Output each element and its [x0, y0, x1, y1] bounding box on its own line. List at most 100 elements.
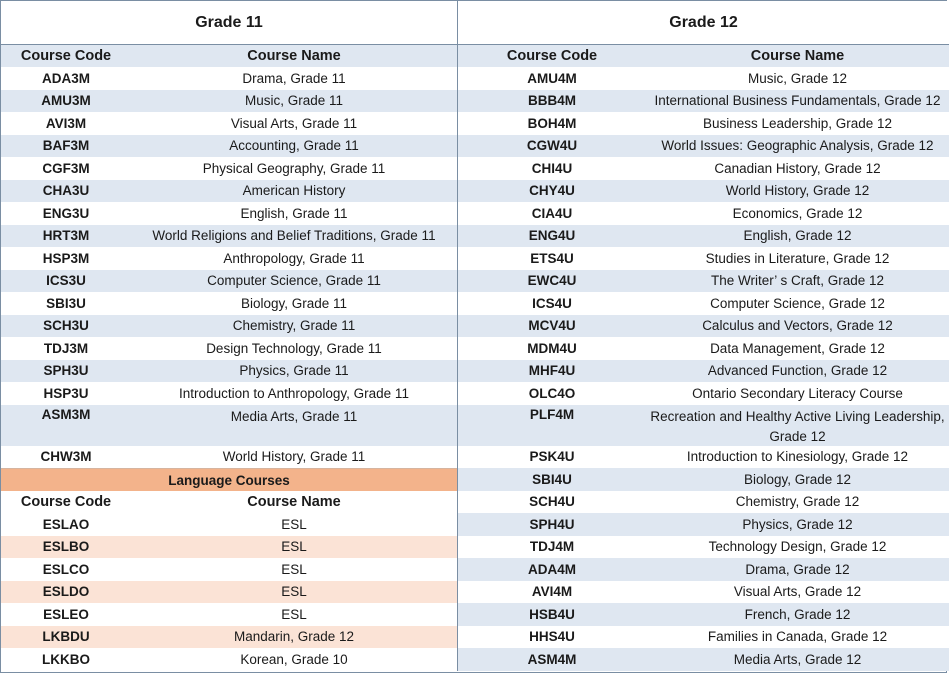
course-name: Biology, Grade 11: [240, 295, 348, 311]
course-code: SPH4U: [529, 516, 575, 532]
course-code: CGF3M: [42, 160, 90, 176]
course-name: Business Leadership, Grade 12: [702, 115, 893, 131]
course-code: OLC4O: [528, 385, 576, 401]
course-name: Music, Grade 12: [747, 70, 848, 86]
table-row: EWC4U The Writer’ s Craft, Grade 12: [458, 269, 949, 292]
course-name: World Issues: Geographic Analysis, Grade…: [661, 138, 934, 154]
course-code: ESLEO: [43, 606, 89, 622]
course-code: PLF4M: [529, 406, 575, 422]
course-code: HSP3M: [42, 250, 90, 266]
course-code: ICS3U: [46, 273, 86, 289]
course-code: ICS4U: [532, 295, 572, 311]
course-name: English, Grade 11: [240, 205, 348, 221]
table-row: CHI4U Canadian History, Grade 12: [458, 157, 949, 180]
course-name: Visual Arts, Grade 11: [230, 115, 358, 131]
language-rows: ESLAO ESL ESLBO ESL ESLCO ESL ESLDO ESL ESLEO ESL…: [1, 513, 457, 671]
table-row: ESLEO ESL: [1, 603, 457, 626]
course-code: SBI4U: [532, 471, 572, 487]
table-row: ASM4M Media Arts, Grade 12: [458, 648, 949, 671]
table-row: ADA4M Drama, Grade 12: [458, 558, 949, 581]
grade12-rows: AMU4M Music, Grade 12 BBB4M International B…: [458, 67, 949, 671]
table-row: MHF4U Advanced Function, Grade 12: [458, 359, 949, 382]
course-name: Physics, Grade 12: [742, 516, 853, 532]
table-row: ICS4U Computer Science, Grade 12: [458, 292, 949, 315]
course-code: LKKBO: [42, 651, 90, 667]
course-code: MHF4U: [528, 363, 576, 379]
course-name: Media Arts, Grade 11: [230, 408, 358, 424]
language-courses-title: Language Courses: [1, 468, 457, 491]
course-code: SBI3U: [46, 295, 86, 311]
grade12-header-row: Course Code Course Name: [458, 45, 949, 67]
table-row: SCH3U Chemistry, Grade 11: [1, 314, 457, 337]
course-name: Drama, Grade 11: [242, 70, 346, 86]
table-row: CGW4U World Issues: Geographic Analysis, …: [458, 134, 949, 157]
table-row: PSK4U Introduction to Kinesiology, Grade …: [458, 445, 949, 468]
table-row: OLC4O Ontario Secondary Literacy Course: [458, 382, 949, 405]
course-code: ESLBO: [42, 539, 90, 555]
course-code: HSB4U: [529, 606, 575, 622]
course-name-header: Course Name: [247, 494, 341, 510]
course-name: Design Technology, Grade 11: [206, 340, 382, 356]
course-code: AVI3M: [45, 115, 87, 131]
table-row: CHA3U American History: [1, 179, 457, 202]
course-name: World History, Grade 12: [725, 183, 870, 199]
course-name: American History: [242, 183, 346, 199]
table-row: ESLBO ESL: [1, 535, 457, 558]
course-code: CHW3M: [40, 449, 92, 465]
course-code: SCH3U: [43, 318, 89, 334]
table-row: CIA4U Economics, Grade 12: [458, 202, 949, 225]
table-row: ENG4U English, Grade 12: [458, 224, 949, 247]
course-code-header: Course Code: [20, 494, 112, 510]
course-code: BOH4M: [527, 115, 577, 131]
course-code: AVI4M: [531, 584, 573, 600]
course-code: LKBDU: [42, 629, 90, 645]
course-code: CHY4U: [529, 183, 575, 199]
grade11-header-row: Course Code Course Name: [1, 45, 457, 67]
course-name: Computer Science, Grade 12: [710, 295, 885, 311]
table-row: CHY4U World History, Grade 12: [458, 179, 949, 202]
course-name: Computer Science, Grade 11: [207, 273, 381, 289]
table-row: HSP3U Introduction to Anthropology, Grade…: [1, 382, 457, 405]
course-name: Ontario Secondary Literacy Course: [692, 385, 903, 401]
table-row: ICS3U Computer Science, Grade 11: [1, 269, 457, 292]
course-code: TDJ4M: [529, 539, 575, 555]
course-code: ENG4U: [528, 228, 576, 244]
table-row: ENG3U English, Grade 11: [1, 202, 457, 225]
table-row: TDJ4M Technology Design, Grade 12: [458, 535, 949, 558]
course-name: Calculus and Vectors, Grade 12: [702, 318, 893, 334]
course-name: Introduction to Kinesiology, Grade 12: [686, 449, 909, 465]
course-code: ESLDO: [42, 584, 90, 600]
table-row: AMU3M Music, Grade 11: [1, 89, 457, 112]
table-row: BAF3M Accounting, Grade 11: [1, 134, 457, 157]
course-name: Physical Geography, Grade 11: [202, 160, 386, 176]
table-row: SBI4U Biology, Grade 12: [458, 468, 949, 491]
table-row: ESLDO ESL: [1, 580, 457, 603]
table-row: SBI3U Biology, Grade 11: [1, 292, 457, 315]
course-code: CGW4U: [526, 138, 578, 154]
table-row: LKBDU Mandarin, Grade 12: [1, 625, 457, 648]
course-name: ESL: [281, 561, 307, 577]
course-name: World History, Grade 11: [222, 449, 366, 465]
course-code: CHI4U: [531, 160, 573, 176]
course-name: ESL: [281, 539, 307, 555]
course-code: ASM4M: [527, 651, 577, 667]
table-row: SCH4U Chemistry, Grade 12: [458, 490, 949, 513]
course-name: Families in Canada, Grade 12: [707, 629, 888, 645]
course-name: English, Grade 12: [743, 228, 852, 244]
course-name: Physics, Grade 11: [239, 363, 349, 379]
table-row: TDJ3M Design Technology, Grade 11: [1, 337, 457, 360]
table-row: AMU4M Music, Grade 12: [458, 67, 949, 90]
grade11-rows: ADA3M Drama, Grade 11 AMU3M Music, Grade 11…: [1, 67, 457, 468]
course-code: EWC4U: [527, 273, 577, 289]
course-name: Chemistry, Grade 11: [232, 318, 356, 334]
course-code: CIA4U: [531, 205, 573, 221]
table-row: AVI3M Visual Arts, Grade 11: [1, 112, 457, 135]
course-name: Music, Grade 11: [244, 93, 344, 109]
course-name: Chemistry, Grade 12: [735, 494, 860, 510]
course-name: Korean, Grade 10: [240, 651, 348, 667]
course-code: SPH3U: [43, 363, 89, 379]
table-row: MDM4U Data Management, Grade 12: [458, 337, 949, 360]
table-row: SPH4U Physics, Grade 12: [458, 513, 949, 536]
table-row: CGF3M Physical Geography, Grade 11: [1, 157, 457, 180]
